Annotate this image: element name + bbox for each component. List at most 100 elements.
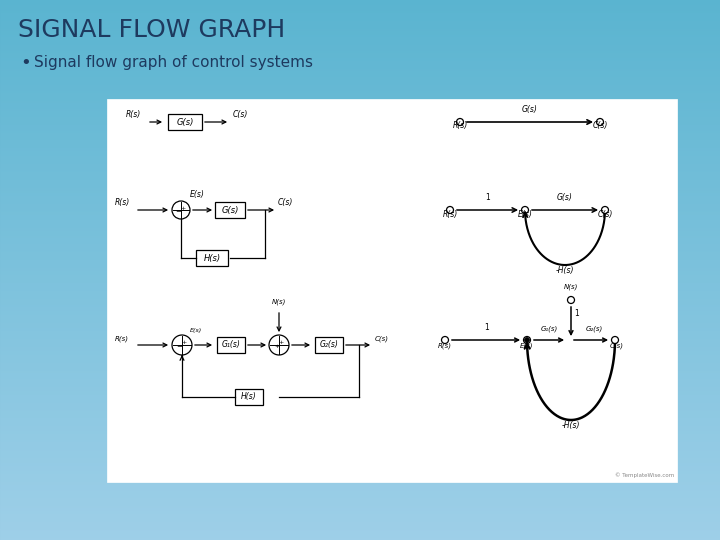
Bar bbox=[0, 148, 720, 149]
Bar bbox=[0, 309, 720, 310]
Bar bbox=[0, 124, 720, 125]
Bar bbox=[0, 352, 720, 353]
Bar bbox=[0, 435, 720, 436]
Bar bbox=[0, 162, 720, 163]
Bar bbox=[0, 99, 720, 100]
Text: •: • bbox=[20, 54, 31, 72]
Bar bbox=[0, 504, 720, 505]
Bar bbox=[0, 138, 720, 139]
Bar bbox=[0, 31, 720, 32]
Bar bbox=[0, 178, 720, 179]
Text: G₂(s): G₂(s) bbox=[585, 326, 603, 332]
Bar bbox=[0, 467, 720, 468]
Bar bbox=[196, 250, 228, 266]
Bar bbox=[0, 77, 720, 78]
Bar bbox=[0, 170, 720, 171]
Bar bbox=[0, 135, 720, 136]
Bar bbox=[0, 85, 720, 86]
Text: -H(s): -H(s) bbox=[562, 421, 580, 430]
Bar bbox=[0, 489, 720, 490]
Bar bbox=[0, 371, 720, 372]
Bar bbox=[0, 528, 720, 529]
Bar bbox=[0, 46, 720, 47]
Bar bbox=[0, 382, 720, 383]
Bar bbox=[0, 131, 720, 132]
Bar bbox=[315, 337, 343, 353]
Bar bbox=[0, 455, 720, 456]
Bar bbox=[0, 409, 720, 410]
Bar bbox=[0, 452, 720, 453]
Bar bbox=[0, 341, 720, 342]
Bar bbox=[0, 470, 720, 471]
Text: E(s): E(s) bbox=[189, 190, 204, 199]
Bar bbox=[0, 90, 720, 91]
Bar bbox=[0, 97, 720, 98]
Bar bbox=[0, 84, 720, 85]
Bar bbox=[0, 400, 720, 401]
Bar bbox=[0, 367, 720, 368]
Bar bbox=[0, 410, 720, 411]
Bar bbox=[0, 332, 720, 333]
Text: SIGNAL FLOW GRAPH: SIGNAL FLOW GRAPH bbox=[18, 18, 285, 42]
Bar bbox=[0, 263, 720, 264]
Bar bbox=[0, 24, 720, 25]
Bar bbox=[0, 58, 720, 59]
Bar bbox=[0, 426, 720, 427]
Bar bbox=[0, 160, 720, 161]
Bar bbox=[0, 240, 720, 241]
Bar bbox=[0, 236, 720, 237]
Bar bbox=[0, 484, 720, 485]
Bar bbox=[0, 361, 720, 362]
Bar bbox=[0, 428, 720, 429]
Bar bbox=[0, 407, 720, 408]
Bar bbox=[0, 13, 720, 14]
Bar bbox=[217, 337, 245, 353]
Circle shape bbox=[172, 201, 190, 219]
Bar bbox=[0, 440, 720, 441]
Bar bbox=[0, 112, 720, 113]
Bar bbox=[0, 32, 720, 33]
Bar bbox=[0, 188, 720, 189]
Bar bbox=[0, 95, 720, 96]
Bar bbox=[0, 53, 720, 54]
Bar bbox=[0, 346, 720, 347]
Bar bbox=[0, 312, 720, 313]
Bar bbox=[0, 315, 720, 316]
Bar bbox=[0, 350, 720, 351]
Bar bbox=[0, 538, 720, 539]
Circle shape bbox=[441, 336, 449, 343]
Bar bbox=[0, 385, 720, 386]
Bar bbox=[0, 520, 720, 521]
Bar bbox=[0, 66, 720, 67]
Bar bbox=[0, 374, 720, 375]
Bar bbox=[0, 456, 720, 457]
Circle shape bbox=[596, 118, 603, 125]
Bar bbox=[0, 177, 720, 178]
Text: E(s): E(s) bbox=[190, 328, 202, 333]
Bar bbox=[0, 260, 720, 261]
Bar bbox=[0, 380, 720, 381]
Bar bbox=[0, 464, 720, 465]
Bar bbox=[0, 143, 720, 144]
Bar bbox=[0, 119, 720, 120]
Bar bbox=[0, 113, 720, 114]
Bar bbox=[0, 108, 720, 109]
Bar bbox=[0, 221, 720, 222]
Bar bbox=[0, 308, 720, 309]
Text: 1: 1 bbox=[485, 323, 490, 332]
Bar bbox=[0, 273, 720, 274]
Bar bbox=[0, 509, 720, 510]
Bar bbox=[0, 537, 720, 538]
Bar bbox=[0, 369, 720, 370]
Bar bbox=[0, 42, 720, 43]
Bar bbox=[0, 155, 720, 156]
Bar bbox=[0, 320, 720, 321]
Bar bbox=[0, 375, 720, 376]
Bar bbox=[0, 102, 720, 103]
Bar bbox=[0, 275, 720, 276]
Bar bbox=[0, 145, 720, 146]
Bar bbox=[0, 438, 720, 439]
Bar bbox=[0, 269, 720, 270]
Bar bbox=[0, 126, 720, 127]
Text: © TemplateWise.com: © TemplateWise.com bbox=[615, 472, 674, 478]
